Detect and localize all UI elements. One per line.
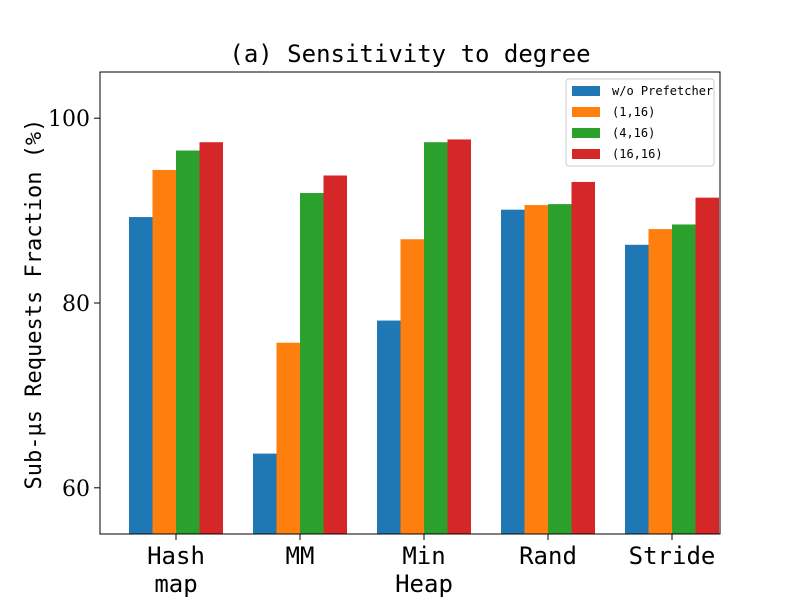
bar-2-cat-2 bbox=[276, 342, 300, 534]
y-axis-label: Sub-µs Requests Fraction (%) bbox=[22, 119, 47, 490]
bar-3-cat-2 bbox=[300, 193, 324, 535]
x-tick-label: map bbox=[154, 570, 197, 598]
y-tick-label: 100 bbox=[48, 107, 90, 132]
chart-title: (a) Sensitivity to degree bbox=[229, 40, 590, 68]
plot-frame bbox=[99, 71, 721, 535]
bar-1-cat-1 bbox=[129, 217, 153, 534]
bar-4-cat-3 bbox=[447, 139, 471, 534]
bars-group bbox=[129, 139, 719, 535]
y-ticks-group: 60 80 100 bbox=[48, 107, 100, 502]
bar-3-cat-4 bbox=[548, 204, 572, 534]
legend-swatch bbox=[572, 149, 600, 159]
x-tick-label: Stride bbox=[629, 542, 716, 570]
y-tick-label: 60 bbox=[62, 477, 90, 502]
bar-1-cat-5 bbox=[625, 244, 649, 535]
bar-2-cat-1 bbox=[152, 169, 176, 534]
legend-label: (1,16) bbox=[612, 105, 655, 119]
legend: w/o Prefetcher (1,16) (4,16) (16,16) bbox=[565, 78, 715, 167]
legend-box bbox=[565, 78, 715, 167]
bar-3-cat-5 bbox=[672, 224, 696, 534]
bar-1-cat-4 bbox=[501, 209, 525, 534]
x-tick-label: Rand bbox=[519, 542, 577, 570]
legend-label: w/o Prefetcher bbox=[612, 84, 713, 98]
bar-4-cat-4 bbox=[571, 181, 595, 534]
legend-swatch bbox=[572, 107, 600, 117]
bar-3-cat-1 bbox=[176, 150, 200, 535]
bar-1-cat-2 bbox=[253, 453, 277, 534]
legend-swatch bbox=[572, 128, 600, 138]
legend-label: (16,16) bbox=[612, 147, 663, 161]
x-tick-label: Heap bbox=[395, 570, 453, 598]
x-tick-label: Min bbox=[402, 542, 445, 570]
bar-2-cat-4 bbox=[524, 205, 548, 534]
bar-3-cat-3 bbox=[424, 142, 448, 534]
y-tick-label: 80 bbox=[62, 292, 90, 317]
bar-4-cat-2 bbox=[323, 175, 347, 535]
bar-2-cat-5 bbox=[648, 229, 672, 534]
x-tick-label: MM bbox=[286, 542, 315, 570]
x-tick-label: Hash bbox=[147, 542, 205, 570]
bar-1-cat-3 bbox=[377, 320, 401, 534]
bar-2-cat-3 bbox=[400, 239, 424, 535]
legend-swatch bbox=[572, 86, 600, 96]
legend-label: (4,16) bbox=[612, 126, 655, 140]
bar-4-cat-5 bbox=[695, 197, 719, 534]
bar-4-cat-1 bbox=[199, 142, 223, 534]
